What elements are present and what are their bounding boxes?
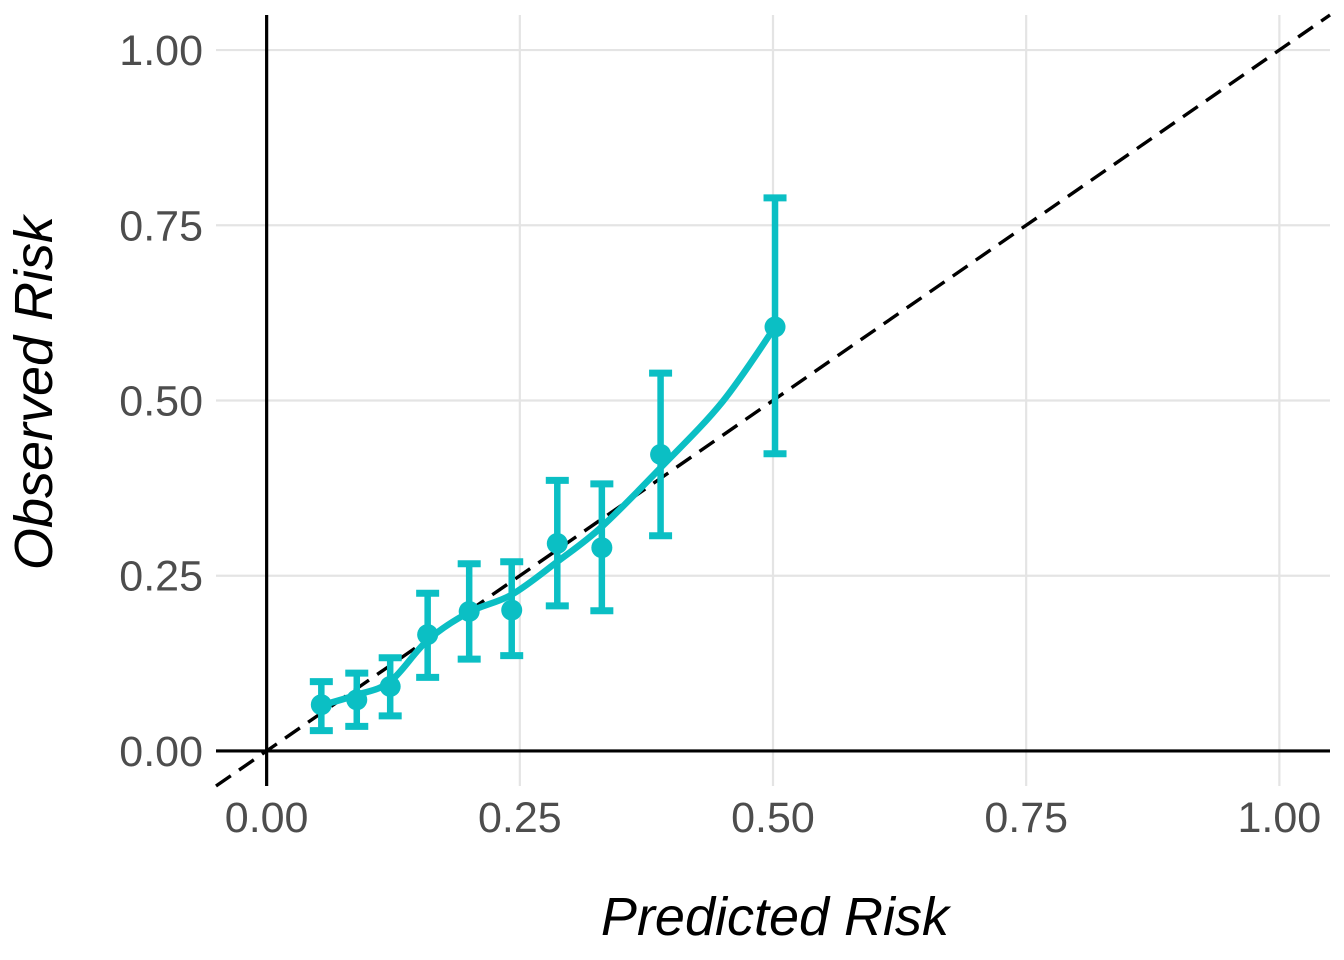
data-point [379,675,401,697]
data-point [310,694,332,716]
x-tick-label: 0.50 [731,794,815,842]
x-axis-tick-labels: 0.00 0.25 0.50 0.75 1.00 [225,794,1321,842]
y-tick-label: 0.25 [119,553,203,601]
error-bars [309,194,787,735]
data-point [417,624,439,646]
x-tick-label: 1.00 [1238,794,1322,842]
data-points [310,316,786,716]
calibration-curve-group [318,323,779,709]
y-tick-label: 1.00 [119,27,203,75]
data-point [591,537,613,559]
calibration-curve [318,323,779,709]
y-axis-tick-labels: 0.00 0.25 0.50 0.75 1.00 [119,27,203,776]
data-point [764,316,786,338]
data-point [650,443,672,465]
axis-lines [216,15,1330,786]
y-axis-title: Observed Risk [4,213,64,570]
data-point [546,532,568,554]
data-point [458,600,480,622]
y-tick-label: 0.75 [119,202,203,250]
y-tick-label: 0.50 [119,378,203,426]
data-point [346,689,368,711]
y-tick-label: 0.00 [119,728,203,776]
x-tick-label: 0.00 [225,794,309,842]
data-point [501,599,523,621]
x-tick-label: 0.75 [984,794,1068,842]
x-axis-title: Predicted Risk [601,887,952,947]
x-tick-label: 0.25 [478,794,562,842]
